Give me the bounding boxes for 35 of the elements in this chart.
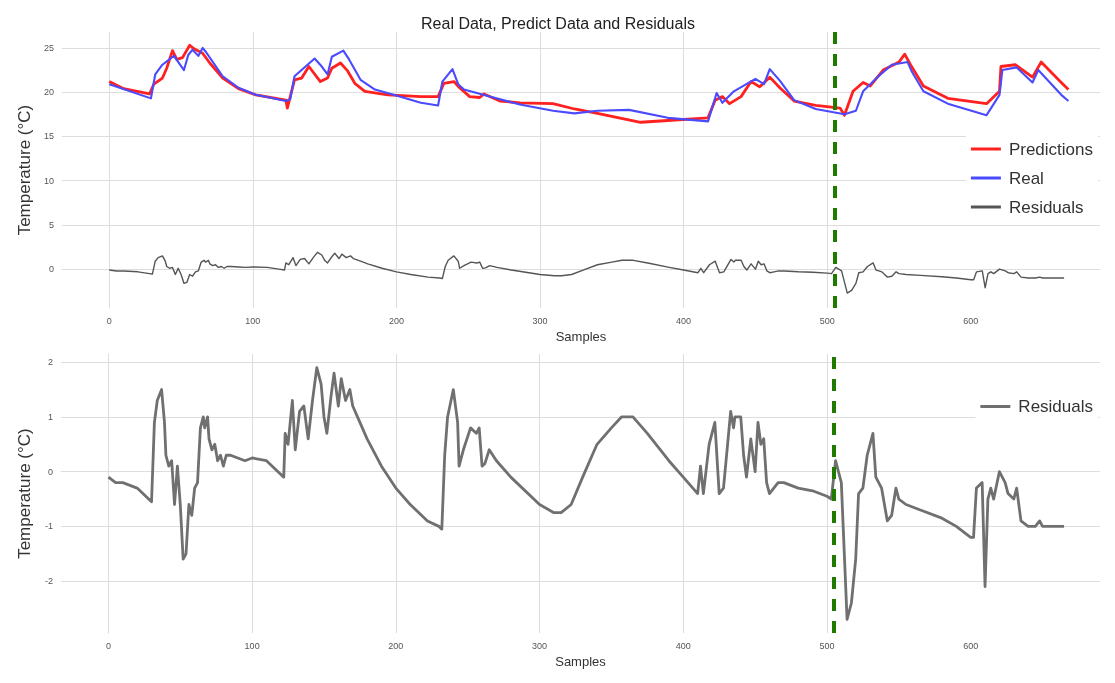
y-axis-title: Temperature (°C) [15, 104, 34, 236]
x-tick-label: 200 [388, 640, 404, 651]
x-tick-label: 300 [532, 640, 548, 651]
y-tick-label: 1 [47, 411, 53, 422]
y-tick-label: 10 [43, 175, 54, 186]
x-axis-title: Samples [555, 654, 607, 669]
y-tick-label: 0 [47, 466, 53, 477]
x-tick-label: 100 [245, 315, 261, 326]
y-tick-label: 0 [48, 264, 54, 275]
x-tick-label: 100 [244, 640, 260, 651]
legend-label: Real [1008, 168, 1044, 188]
x-tick-label: 500 [819, 315, 835, 326]
x-tick-label: 200 [388, 315, 404, 326]
y-tick-label: 20 [43, 87, 54, 98]
y-tick-label: 25 [43, 42, 54, 53]
x-tick-label: 500 [819, 640, 835, 651]
y-axis-title: Temperature (°C) [15, 428, 34, 559]
x-tick-label: 0 [105, 640, 111, 651]
x-tick-label: 0 [106, 315, 112, 326]
y-tick-label: 5 [48, 219, 54, 230]
y-tick-label: -2 [44, 576, 53, 587]
line-series [108, 251, 1065, 294]
legend-label: Residuals [1018, 397, 1094, 416]
x-tick-label: 600 [963, 315, 979, 326]
x-tick-label: 400 [676, 315, 692, 326]
legend-label: Residuals [1008, 197, 1084, 217]
y-tick-label: 15 [43, 131, 54, 142]
x-axis-title: Samples [555, 329, 607, 344]
y-tick-label: -1 [44, 521, 53, 532]
y-tick-label: 2 [47, 357, 53, 368]
x-tick-label: 300 [532, 315, 548, 326]
chart-title: Real Data, Predict Data and Residuals [421, 14, 695, 32]
x-tick-label: 600 [963, 640, 979, 651]
x-tick-label: 400 [675, 640, 691, 651]
legend-label: Predictions [1008, 139, 1094, 159]
